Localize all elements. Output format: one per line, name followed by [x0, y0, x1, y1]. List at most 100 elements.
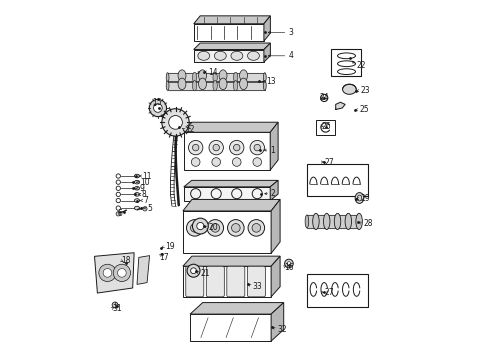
Text: 24: 24 — [320, 94, 329, 103]
Ellipse shape — [134, 193, 140, 196]
Ellipse shape — [313, 213, 319, 230]
Polygon shape — [194, 16, 270, 24]
Circle shape — [209, 140, 223, 155]
Text: 6: 6 — [118, 209, 123, 217]
Circle shape — [118, 269, 126, 277]
Circle shape — [143, 207, 147, 211]
Text: 26: 26 — [321, 122, 331, 131]
Circle shape — [162, 109, 189, 136]
Polygon shape — [336, 102, 345, 109]
Ellipse shape — [178, 78, 186, 90]
Circle shape — [191, 268, 196, 274]
Polygon shape — [183, 199, 280, 211]
Text: 17: 17 — [159, 253, 169, 261]
Text: 10: 10 — [140, 178, 149, 187]
Circle shape — [232, 158, 241, 166]
Text: 33: 33 — [252, 282, 262, 291]
Ellipse shape — [193, 72, 197, 82]
Circle shape — [252, 224, 261, 232]
Circle shape — [287, 262, 291, 265]
Ellipse shape — [358, 215, 361, 228]
Circle shape — [253, 158, 262, 166]
Circle shape — [187, 220, 203, 236]
Circle shape — [191, 224, 199, 232]
Ellipse shape — [240, 78, 247, 90]
Text: 7: 7 — [144, 196, 148, 205]
FancyBboxPatch shape — [307, 164, 368, 196]
Polygon shape — [183, 266, 271, 297]
Circle shape — [212, 158, 220, 166]
Ellipse shape — [134, 199, 140, 202]
Polygon shape — [264, 16, 270, 41]
Ellipse shape — [247, 51, 259, 60]
Text: 2: 2 — [271, 189, 276, 198]
Circle shape — [113, 264, 130, 282]
Ellipse shape — [134, 180, 140, 184]
Circle shape — [285, 259, 293, 268]
Polygon shape — [95, 253, 134, 293]
Ellipse shape — [213, 72, 217, 82]
Ellipse shape — [219, 70, 227, 81]
Text: 9: 9 — [139, 184, 144, 193]
Circle shape — [193, 218, 208, 234]
Text: 19: 19 — [165, 242, 175, 251]
Polygon shape — [184, 187, 270, 201]
Circle shape — [207, 220, 223, 236]
Ellipse shape — [198, 78, 206, 90]
Circle shape — [116, 212, 121, 216]
Text: 25: 25 — [360, 105, 369, 114]
Polygon shape — [198, 71, 202, 75]
Ellipse shape — [240, 70, 247, 81]
FancyBboxPatch shape — [227, 266, 245, 297]
Text: 13: 13 — [267, 77, 276, 86]
Text: 28: 28 — [363, 220, 372, 229]
Text: 15: 15 — [152, 98, 162, 107]
Text: 5: 5 — [147, 204, 152, 212]
Polygon shape — [190, 302, 284, 314]
Polygon shape — [270, 180, 278, 201]
Text: 4: 4 — [288, 51, 293, 60]
Ellipse shape — [231, 51, 243, 60]
Text: 22: 22 — [357, 61, 366, 70]
Circle shape — [229, 140, 244, 155]
Circle shape — [99, 264, 116, 282]
Ellipse shape — [215, 51, 226, 60]
Circle shape — [193, 144, 199, 151]
Ellipse shape — [149, 99, 167, 117]
Circle shape — [187, 264, 200, 277]
Circle shape — [250, 140, 265, 155]
Circle shape — [233, 144, 240, 151]
FancyBboxPatch shape — [307, 274, 368, 307]
Polygon shape — [137, 256, 149, 284]
Text: 27: 27 — [324, 288, 334, 297]
Ellipse shape — [134, 186, 140, 190]
Polygon shape — [270, 122, 278, 170]
Ellipse shape — [198, 70, 206, 81]
Polygon shape — [271, 302, 284, 341]
Polygon shape — [271, 199, 280, 253]
Text: 32: 32 — [277, 325, 287, 334]
Text: 21: 21 — [200, 269, 210, 278]
Ellipse shape — [166, 73, 169, 82]
Ellipse shape — [355, 193, 364, 203]
Circle shape — [248, 220, 265, 236]
Polygon shape — [264, 43, 270, 62]
Circle shape — [103, 269, 112, 277]
Polygon shape — [184, 122, 278, 132]
Text: 23: 23 — [360, 86, 370, 95]
FancyBboxPatch shape — [331, 49, 361, 76]
Circle shape — [192, 158, 200, 166]
FancyBboxPatch shape — [247, 266, 266, 297]
Text: 8: 8 — [142, 190, 147, 199]
Ellipse shape — [305, 215, 309, 228]
Ellipse shape — [334, 213, 341, 230]
Polygon shape — [194, 24, 264, 41]
Polygon shape — [184, 180, 278, 187]
Ellipse shape — [198, 51, 210, 60]
Text: 18: 18 — [122, 256, 131, 265]
Ellipse shape — [134, 174, 140, 178]
FancyBboxPatch shape — [316, 120, 335, 135]
Ellipse shape — [134, 206, 140, 210]
Polygon shape — [190, 314, 271, 341]
Ellipse shape — [264, 73, 266, 82]
